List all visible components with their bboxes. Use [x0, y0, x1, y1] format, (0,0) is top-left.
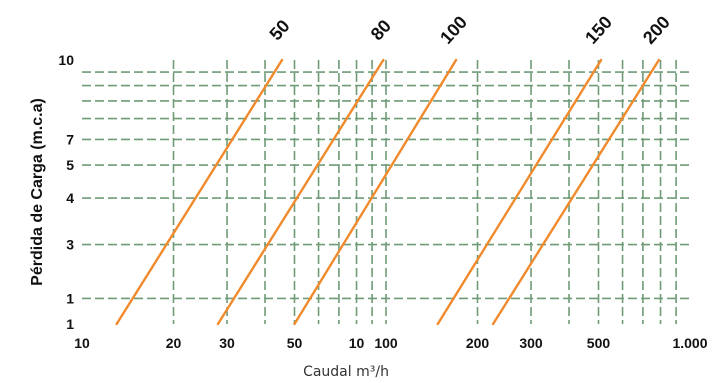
x-tick-label: 1.000 [672, 335, 707, 351]
diameter-label-80: 80 [367, 16, 395, 44]
x-tick-label: 20 [166, 335, 182, 351]
x-axis-label: Caudal m³/h [303, 364, 389, 380]
x-tick-label: 10 [74, 335, 90, 351]
y-tick-label: 4 [66, 190, 74, 206]
x-tick-label: 50 [287, 335, 303, 351]
x-tick-label: 100 [374, 335, 398, 351]
diameter-label-150: 150 [581, 12, 616, 48]
x-tick-label: 30 [219, 335, 235, 351]
diameter-labels: 50 80 100 150 200 [265, 12, 673, 48]
y-tick-label: 5 [66, 157, 74, 173]
y-axis-label: Pérdida de Carga (m.c.a) [29, 98, 46, 286]
y-tick-label: 7 [66, 131, 74, 147]
series-line-200 [491, 58, 661, 326]
series-layer [115, 58, 661, 326]
y-tick-label: 10 [58, 52, 74, 68]
x-tick-label: 300 [519, 335, 543, 351]
y-tick-label: 3 [66, 237, 74, 253]
y-tick-label: 1 [66, 316, 74, 332]
series-line-100 [293, 58, 458, 326]
x-tick-label: 500 [587, 335, 611, 351]
y-tick-label: 1 [66, 290, 74, 306]
diameter-label-50: 50 [265, 16, 293, 44]
series-line-50 [115, 58, 284, 326]
grid-layer [82, 60, 690, 324]
series-line-150 [436, 58, 603, 326]
x-tick-label: 200 [466, 335, 490, 351]
x-tick-labels: 10 20 30 50 10 100 200 300 500 1.000 [74, 335, 708, 351]
x-tick-label: 10 [349, 335, 365, 351]
diameter-label-100: 100 [436, 12, 471, 48]
series-line-80 [216, 58, 385, 326]
y-tick-labels: 1 1 3 4 5 7 10 [58, 52, 74, 332]
diameter-label-200: 200 [639, 12, 674, 48]
